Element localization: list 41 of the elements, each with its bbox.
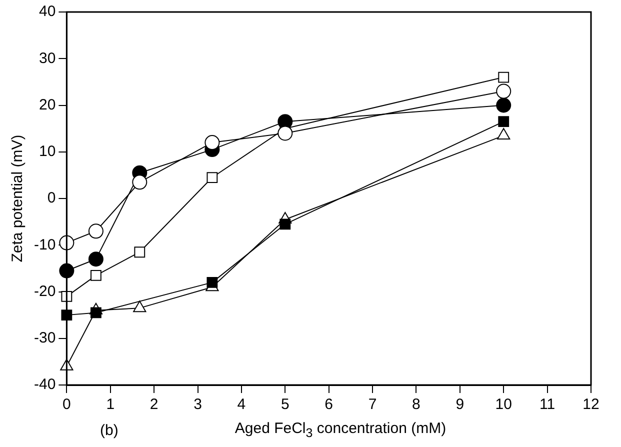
x-tick-label: 2 xyxy=(150,396,158,414)
point xyxy=(496,84,512,99)
point xyxy=(206,172,218,183)
y-tick-label: 20 xyxy=(38,96,56,114)
text: (b) xyxy=(100,422,118,439)
x-tick-label: 0 xyxy=(62,396,71,414)
point xyxy=(90,270,102,281)
point xyxy=(498,116,510,128)
x-tick-label: 3 xyxy=(194,396,202,414)
x-tick-label: 12 xyxy=(582,396,600,414)
y-tick-label: 30 xyxy=(38,50,56,67)
point xyxy=(88,224,104,239)
point xyxy=(280,218,291,230)
y-tick-label: -30 xyxy=(34,330,56,347)
y-tick-label: -40 xyxy=(34,376,56,394)
point xyxy=(204,135,220,150)
point xyxy=(132,174,148,190)
x-tick-label: 1 xyxy=(106,396,115,414)
point xyxy=(134,246,146,258)
y-tick-label: -20 xyxy=(34,282,56,300)
x-tick-label: 8 xyxy=(412,396,420,414)
x-axis-title: Aged FeCl$_{3}$ concentration (mM) xyxy=(234,420,446,440)
point xyxy=(496,98,512,113)
y-tick-label: -10 xyxy=(34,236,56,254)
y-tick-label: 40 xyxy=(38,3,56,20)
point xyxy=(90,307,102,318)
point xyxy=(498,72,510,83)
x-tick-label: 5 xyxy=(280,396,290,414)
x-tick-label: 9 xyxy=(456,396,464,414)
y-tick-label: 10 xyxy=(38,143,56,160)
y-axis-title: Zeta potential (mV) xyxy=(9,134,26,262)
y-tick-label: 0 xyxy=(47,190,56,207)
x-tick-label: 10 xyxy=(495,396,512,414)
x-tick-label: 7 xyxy=(368,396,377,414)
x-tick-label: 11 xyxy=(540,396,556,414)
point xyxy=(278,126,293,141)
x-tick-label: 6 xyxy=(324,396,334,414)
point xyxy=(88,252,104,267)
point xyxy=(206,276,218,288)
point xyxy=(133,300,146,312)
x-tick-label: 4 xyxy=(237,396,246,414)
